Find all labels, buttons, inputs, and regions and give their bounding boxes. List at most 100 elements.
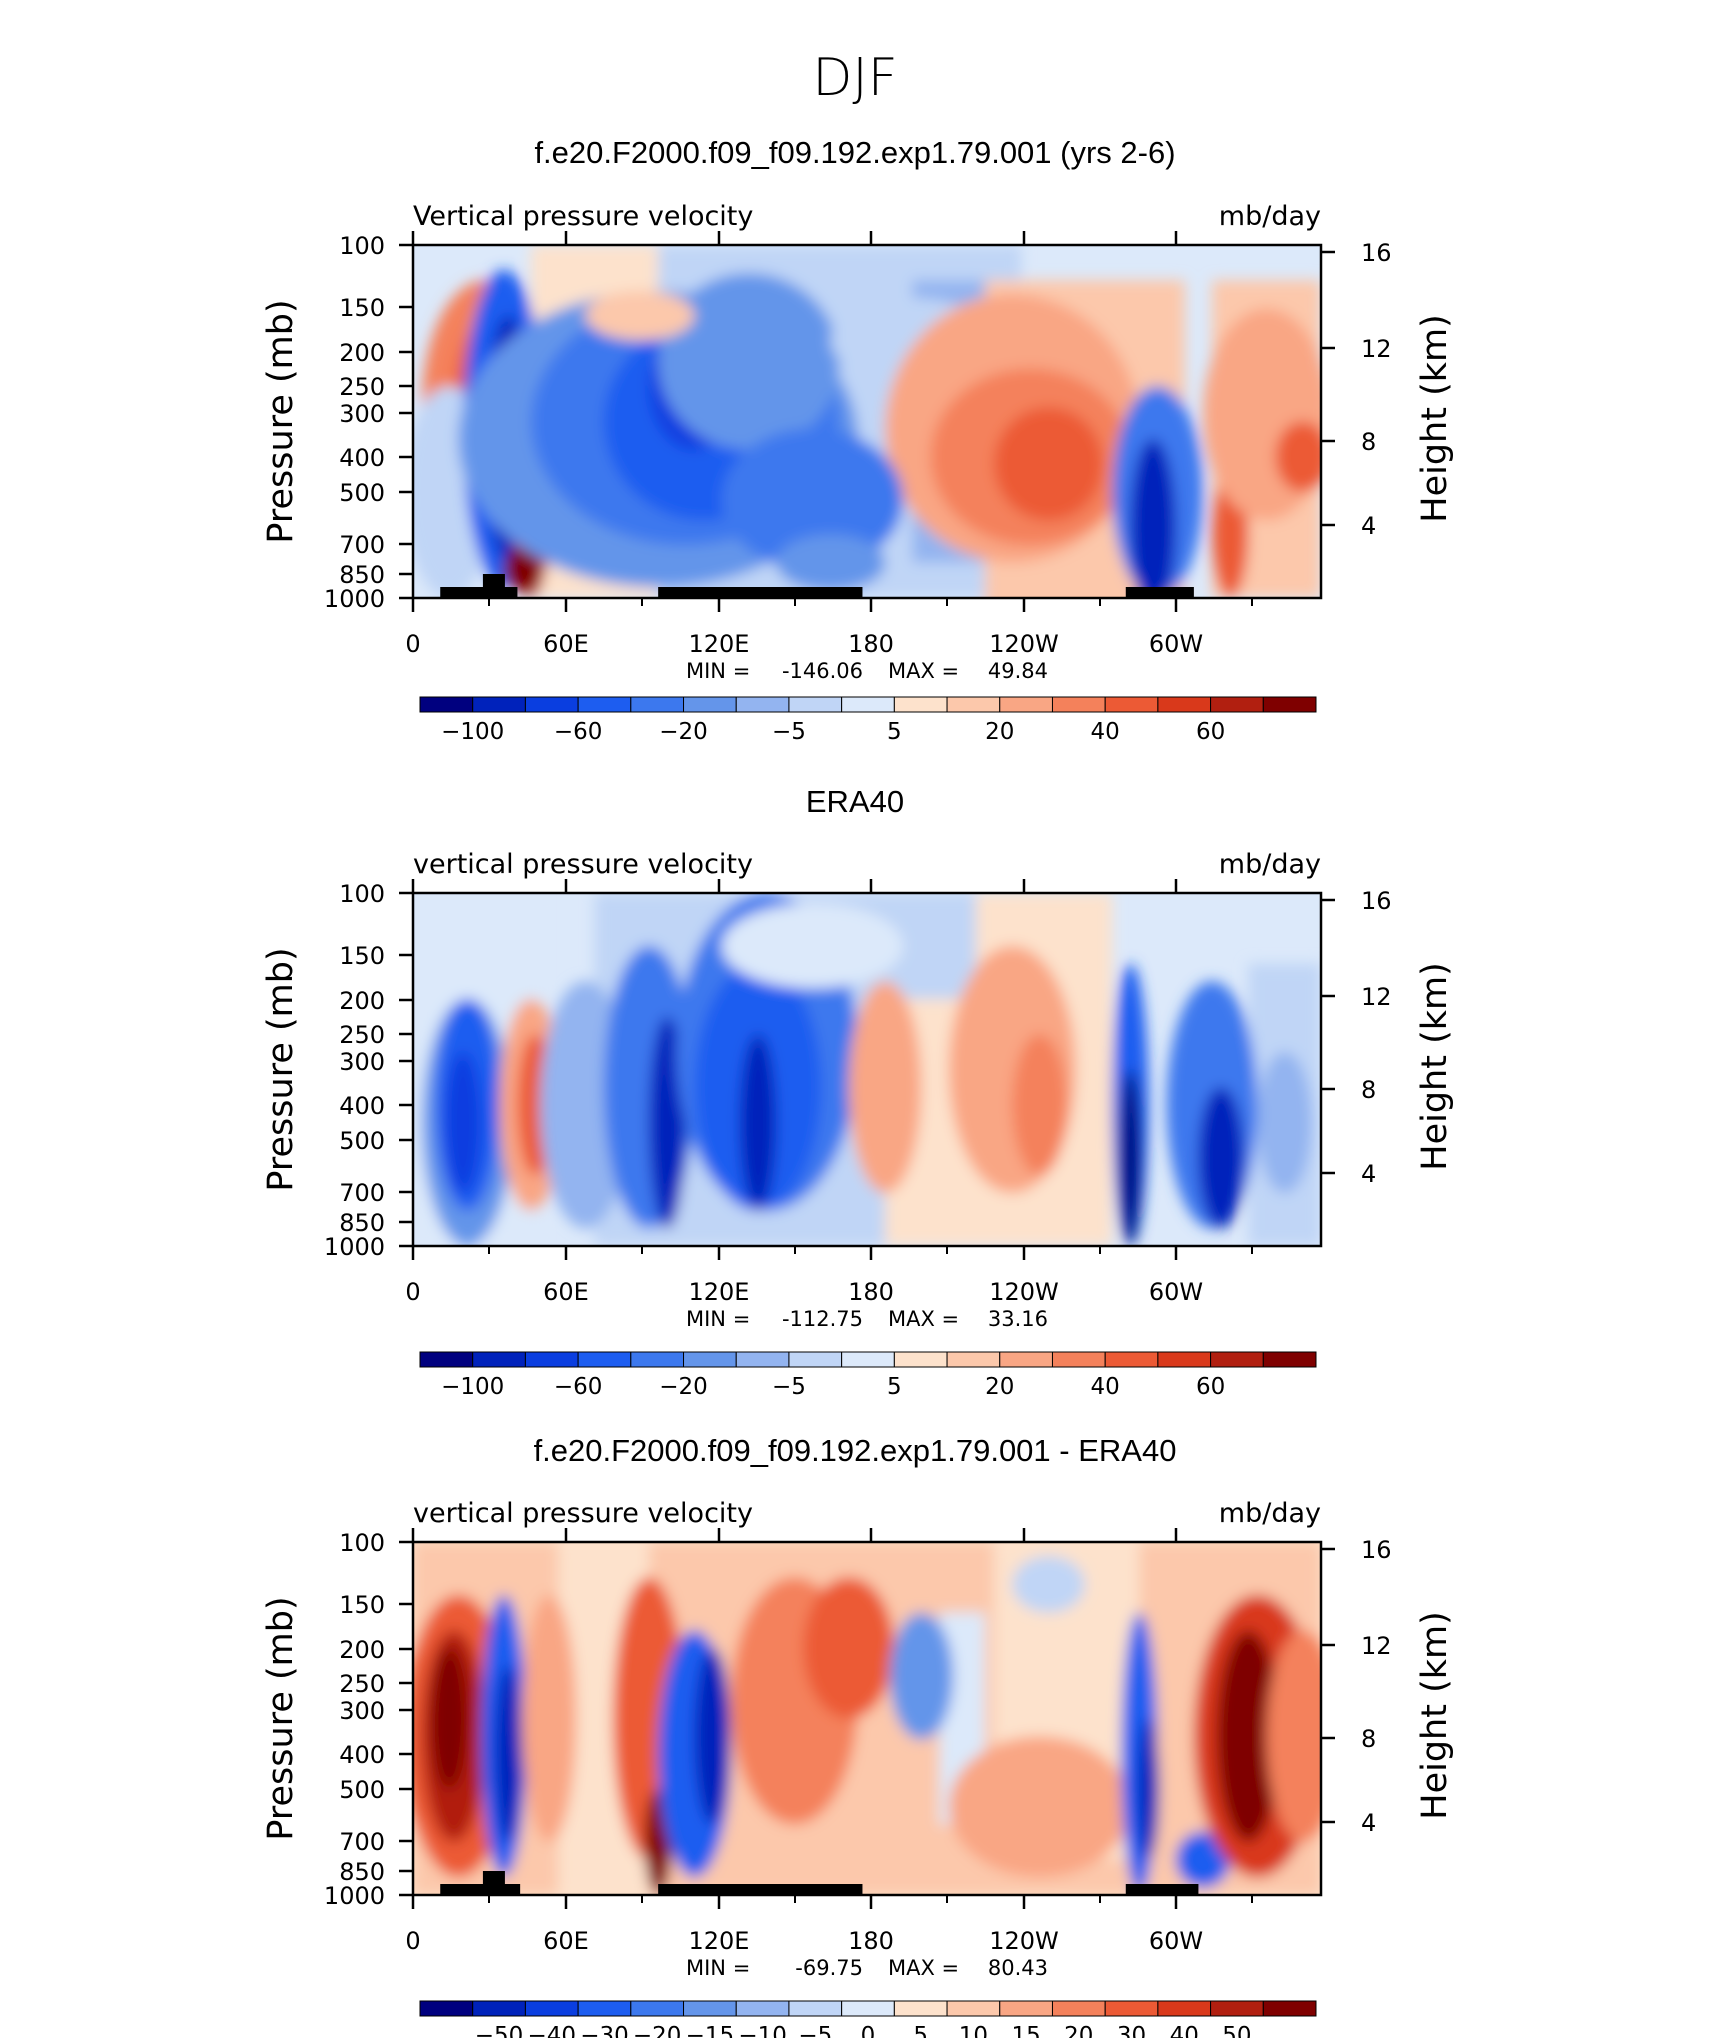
- y-axis-title: Pressure (mb): [261, 1596, 301, 1840]
- x-tick-label: 0: [405, 630, 420, 658]
- y-tick-label: 500: [339, 1127, 385, 1155]
- x-tick-label: 60E: [543, 630, 589, 658]
- colorbar-label: 60: [1196, 719, 1225, 745]
- y2-tick-label: 16: [1361, 1536, 1392, 1564]
- colorbar-swatch: [1157, 696, 1212, 713]
- colorbar-swatch: [841, 696, 895, 713]
- y-tick-label: 250: [339, 1021, 385, 1049]
- units-label: mb/day: [1219, 201, 1321, 232]
- contour-field: [413, 893, 1321, 1246]
- y2-tick-label: 8: [1361, 1725, 1376, 1753]
- colorbar-swatch: [630, 696, 685, 713]
- y2-tick-label: 4: [1361, 1160, 1376, 1188]
- colorbar-swatch: [472, 696, 526, 713]
- y-tick-label: 1000: [324, 1882, 385, 1910]
- colorbar-label: −5: [798, 2023, 832, 2038]
- colorbar-swatch: [630, 1351, 685, 1368]
- contour-region-9: [694, 1647, 731, 1825]
- contour-region-16: [994, 407, 1104, 521]
- plot-frame: [411, 891, 1323, 1248]
- y-tick-label: 100: [339, 232, 385, 260]
- min-label: MIN =: [686, 659, 750, 683]
- colorbar-swatch: [1051, 1351, 1106, 1368]
- plot-frame: [411, 1540, 1323, 1897]
- x-tick-label: 60E: [543, 1278, 589, 1306]
- contour-region-23: [776, 534, 886, 591]
- colorbar-swatch: [1051, 696, 1106, 713]
- y-tick-label: 100: [339, 880, 385, 908]
- y-tick-label: 1000: [324, 585, 385, 613]
- colorbar-swatch: [841, 2000, 895, 2017]
- contour-region-17: [1175, 1831, 1231, 1888]
- colorbar-label: −5: [772, 1374, 806, 1400]
- max-label: MAX =: [888, 1956, 959, 1980]
- colorbar-label: −60: [554, 719, 603, 745]
- contour-region-17: [1198, 1087, 1244, 1229]
- x-tick-label: 0: [405, 1927, 420, 1955]
- colorbar-label: 20: [985, 719, 1014, 745]
- x-tick-label: 60W: [1149, 1927, 1203, 1955]
- colorbar-swatch: [1210, 1351, 1264, 1368]
- colorbar-swatch: [999, 696, 1053, 713]
- colorbar-swatch: [419, 696, 474, 713]
- y-axis-title: Pressure (mb): [261, 947, 301, 1191]
- colorbar-label: −100: [441, 1374, 504, 1400]
- y-tick-label: 850: [339, 1858, 385, 1886]
- colorbar: −50 −40 −30 −20 −15 −10 −5 0 5 10 15 20 30 40 50: [419, 2000, 1317, 2038]
- land-mask-1: [658, 587, 863, 598]
- y2-tick-label: 8: [1361, 428, 1376, 456]
- land-mask-2: [1125, 1884, 1199, 1895]
- y2-tick-label: 12: [1361, 1632, 1392, 1660]
- colorbar-swatch: [683, 696, 737, 713]
- min-value: -146.06: [782, 659, 863, 683]
- min-value: -112.75: [782, 1307, 863, 1331]
- colorbar-swatch: [419, 1351, 474, 1368]
- colorbar-swatch: [946, 2000, 1001, 2017]
- contour-region-22: [721, 428, 904, 570]
- y2-tick-label: 4: [1361, 1809, 1376, 1837]
- colorbar-label: 5: [887, 719, 902, 745]
- x-tick-label: 120W: [989, 630, 1059, 658]
- x-tick-label: 120E: [689, 630, 750, 658]
- contour-region-4: [494, 1665, 522, 1843]
- min-value: -69.75: [795, 1956, 863, 1980]
- panel-title: f.e20.F2000.f09_f09.192.exp1.79.001 (yrs…: [534, 135, 1175, 170]
- colorbar-swatch: [683, 1351, 737, 1368]
- y2-tick-label: 8: [1361, 1076, 1376, 1104]
- contour-region-15: [1119, 1069, 1142, 1246]
- colorbar-swatch: [524, 1351, 579, 1368]
- units-label: mb/day: [1219, 1498, 1321, 1529]
- y-tick-label: 700: [339, 1828, 385, 1856]
- min-label: MIN =: [686, 1956, 750, 1980]
- x-tick-label: 180: [848, 1927, 894, 1955]
- contour-region-5: [521, 1594, 577, 1843]
- y-tick-label: 300: [339, 400, 385, 428]
- y-tick-label: 500: [339, 479, 385, 507]
- colorbar-swatch: [1157, 1351, 1212, 1368]
- x-tick-label: 60E: [543, 1927, 589, 1955]
- colorbar-label: 60: [1196, 1374, 1225, 1400]
- colorbar-label: −20: [659, 719, 708, 745]
- colorbar-swatch: [788, 696, 843, 713]
- contour-region-11: [658, 273, 840, 450]
- contour-region-16: [1137, 1718, 1160, 1860]
- contour-region-18: [1130, 439, 1176, 598]
- colorbar-swatch: [999, 1351, 1053, 1368]
- land-mask-1: [658, 1884, 863, 1895]
- colorbar-label: 40: [1170, 2023, 1199, 2038]
- contour-region-6: [503, 548, 541, 591]
- colorbar-swatch: [524, 696, 579, 713]
- x-tick-label: 120W: [989, 1927, 1059, 1955]
- variable-label: vertical pressure velocity: [413, 1498, 753, 1529]
- contour-regions: [413, 1542, 1321, 1895]
- colorbar-swatch: [946, 1351, 1001, 1368]
- colorbar-label: 5: [913, 2023, 928, 2038]
- x-tick-label: 120W: [989, 1278, 1059, 1306]
- x-tick-label: 120E: [689, 1278, 750, 1306]
- colorbar-swatch: [472, 2000, 526, 2017]
- colorbar-swatch: [419, 2000, 474, 2017]
- contour-region-13: [1012, 1034, 1067, 1176]
- colorbar-swatch: [1051, 2000, 1106, 2017]
- y2-axis-title: Height (km): [1415, 314, 1455, 523]
